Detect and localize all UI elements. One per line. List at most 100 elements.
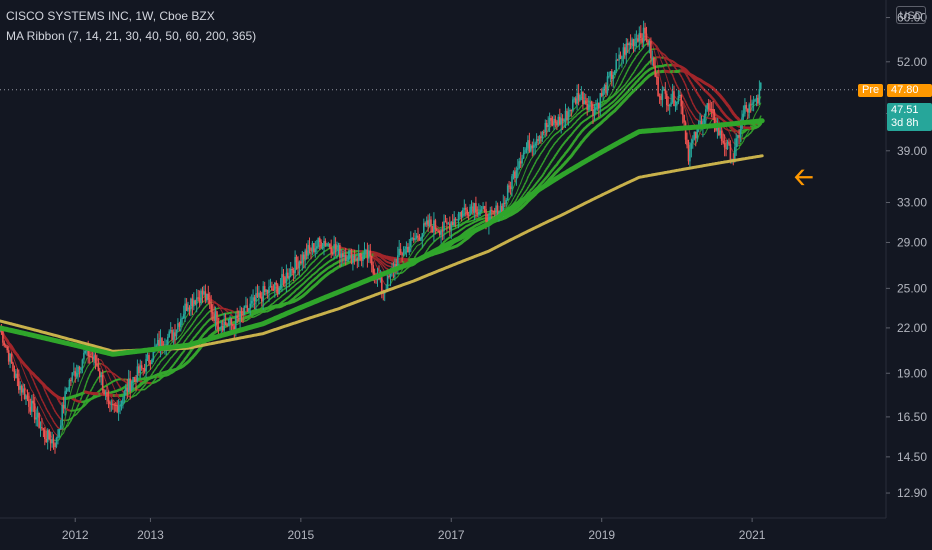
candle-body bbox=[198, 297, 201, 304]
candle-body bbox=[405, 247, 408, 249]
price-scale[interactable]: 12.90 14.50 16.50 19.00 22.00 25.00 29.00 33.00… bbox=[886, 11, 927, 501]
candle-body bbox=[632, 39, 635, 47]
candle-body bbox=[436, 229, 438, 231]
ma-14-segment bbox=[511, 197, 514, 202]
indicator-label[interactable]: MA Ribbon (7, 14, 21, 30, 40, 50, 60, 20… bbox=[6, 29, 257, 43]
ma-ribbon-layer bbox=[0, 35, 763, 442]
ma-14-segment bbox=[758, 102, 762, 107]
candle-body bbox=[666, 93, 668, 106]
time-tick-label: 2012 bbox=[62, 528, 89, 542]
ma-7-segment bbox=[15, 363, 18, 369]
candle-body bbox=[599, 93, 602, 109]
candle-body bbox=[501, 205, 503, 214]
currency-button[interactable]: USD bbox=[896, 6, 926, 24]
candle-body bbox=[369, 250, 372, 256]
ma-14-segment bbox=[34, 395, 37, 400]
candle-body bbox=[94, 355, 97, 364]
candle-body bbox=[567, 111, 570, 121]
candle-body bbox=[333, 244, 335, 254]
long-ma-layer bbox=[0, 118, 765, 357]
candle-body bbox=[15, 373, 17, 378]
candle-body bbox=[472, 206, 474, 213]
candle-body bbox=[573, 98, 575, 100]
candle-body bbox=[211, 312, 214, 314]
ma-14-segment bbox=[731, 138, 734, 143]
candle-body bbox=[668, 104, 671, 107]
candle-body bbox=[722, 140, 724, 143]
candle-body bbox=[219, 327, 221, 330]
candle-body bbox=[681, 106, 684, 115]
candle-body bbox=[582, 91, 584, 104]
candle-body bbox=[16, 373, 19, 379]
candle-body bbox=[220, 326, 223, 328]
ma-14-segment bbox=[108, 374, 111, 379]
candle-body bbox=[59, 425, 62, 429]
candle-body bbox=[365, 249, 367, 251]
candle-body bbox=[671, 91, 674, 103]
candle-body bbox=[142, 368, 144, 370]
candle-body bbox=[476, 212, 479, 214]
ma-14-segment bbox=[19, 361, 23, 367]
candle-body bbox=[46, 430, 49, 442]
candle-body bbox=[735, 138, 737, 148]
candle-body bbox=[236, 316, 238, 319]
price-tick-label: 33.00 bbox=[897, 195, 927, 209]
candle-body bbox=[624, 47, 626, 55]
candle-body bbox=[561, 118, 564, 121]
candle-body bbox=[572, 99, 574, 111]
pre-market-tag: Pre bbox=[858, 84, 884, 97]
candle-body bbox=[512, 171, 515, 177]
candle-body bbox=[191, 298, 194, 307]
candle-body bbox=[289, 268, 292, 276]
candle-body bbox=[469, 206, 471, 216]
ma-7-segment bbox=[42, 422, 46, 427]
time-tick-label: 2013 bbox=[137, 528, 164, 542]
candle-body bbox=[274, 282, 276, 290]
candle-body bbox=[122, 398, 124, 405]
candle-body bbox=[285, 272, 288, 283]
candle-body bbox=[344, 254, 347, 262]
candle-body bbox=[287, 272, 289, 279]
candle-body bbox=[174, 332, 176, 337]
candle-body bbox=[694, 132, 697, 139]
candle-body bbox=[206, 293, 208, 301]
ma-7-segment bbox=[181, 323, 185, 327]
candle-body bbox=[256, 293, 259, 298]
candle-body bbox=[159, 338, 162, 349]
ma-14-segment bbox=[690, 118, 694, 123]
candle-body bbox=[143, 368, 146, 372]
candle-body bbox=[725, 147, 727, 149]
candle-body bbox=[314, 248, 317, 253]
candle-body bbox=[203, 291, 205, 295]
candle-body bbox=[51, 439, 53, 444]
candles-layer bbox=[0, 20, 762, 454]
candle-body bbox=[580, 91, 583, 95]
candle-body bbox=[709, 108, 711, 110]
candle-body bbox=[29, 406, 32, 412]
candle-body bbox=[307, 245, 309, 256]
ma-7-segment bbox=[19, 376, 23, 382]
ma-14-segment bbox=[25, 376, 28, 381]
symbol-title[interactable]: CISCO SYSTEMS INC, 1W, Cboe BZX bbox=[6, 9, 215, 23]
candle-body bbox=[459, 212, 461, 214]
candle-body bbox=[532, 145, 535, 148]
candle-body bbox=[518, 161, 521, 169]
ma-14-segment bbox=[688, 112, 691, 117]
ma-21-segment bbox=[84, 381, 88, 387]
candle-body bbox=[718, 126, 720, 136]
candle-body bbox=[169, 330, 172, 332]
candle-body bbox=[342, 253, 344, 257]
candle-body bbox=[38, 412, 40, 428]
ma-14-segment bbox=[617, 76, 620, 81]
candle-body bbox=[300, 261, 302, 264]
time-scale[interactable]: 2012 2013 2015 2017 2019 2021 bbox=[62, 518, 766, 542]
candle-body bbox=[544, 123, 547, 133]
candle-body bbox=[615, 59, 617, 71]
candle-body bbox=[74, 371, 76, 377]
candle-body bbox=[327, 243, 330, 245]
ma-7-segment bbox=[14, 360, 17, 365]
candle-body bbox=[517, 168, 519, 171]
ma-14-segment bbox=[754, 111, 757, 116]
candle-body bbox=[611, 71, 613, 79]
